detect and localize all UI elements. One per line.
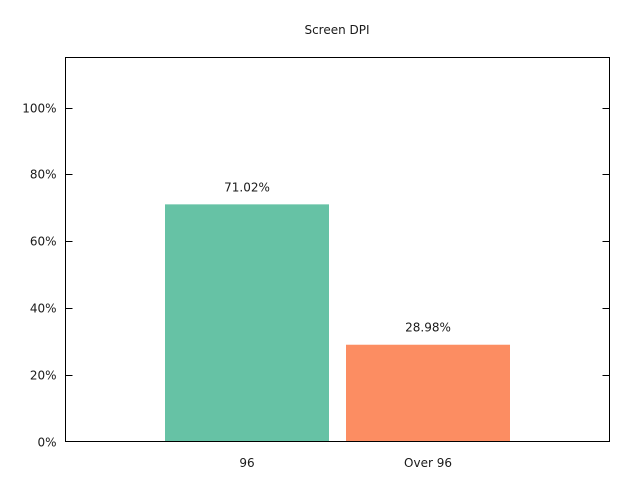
data-label: 28.98% — [405, 321, 451, 335]
y-tick-label: 40% — [30, 302, 57, 316]
y-tick-label: 60% — [30, 235, 57, 249]
data-labels: 71.02% 28.98% — [224, 180, 451, 334]
data-label: 71.02% — [224, 180, 270, 194]
x-tick-label: 96 — [239, 456, 254, 470]
y-tick-label: 20% — [30, 369, 57, 383]
x-axis: 96 Over 96 — [239, 456, 452, 470]
y-tick-label: 100% — [22, 102, 56, 116]
bar-2 — [346, 344, 510, 441]
plot-frame — [65, 57, 610, 442]
bar-1 — [165, 204, 329, 441]
bars — [165, 204, 510, 441]
y-axis: 0% 20% 40% 60% 80% 100% — [22, 102, 610, 450]
y-tick-label: 0% — [37, 436, 56, 450]
y-tick-label: 80% — [30, 168, 57, 182]
chart-title: Screen DPI — [304, 23, 369, 37]
x-tick-label: Over 96 — [404, 456, 452, 470]
